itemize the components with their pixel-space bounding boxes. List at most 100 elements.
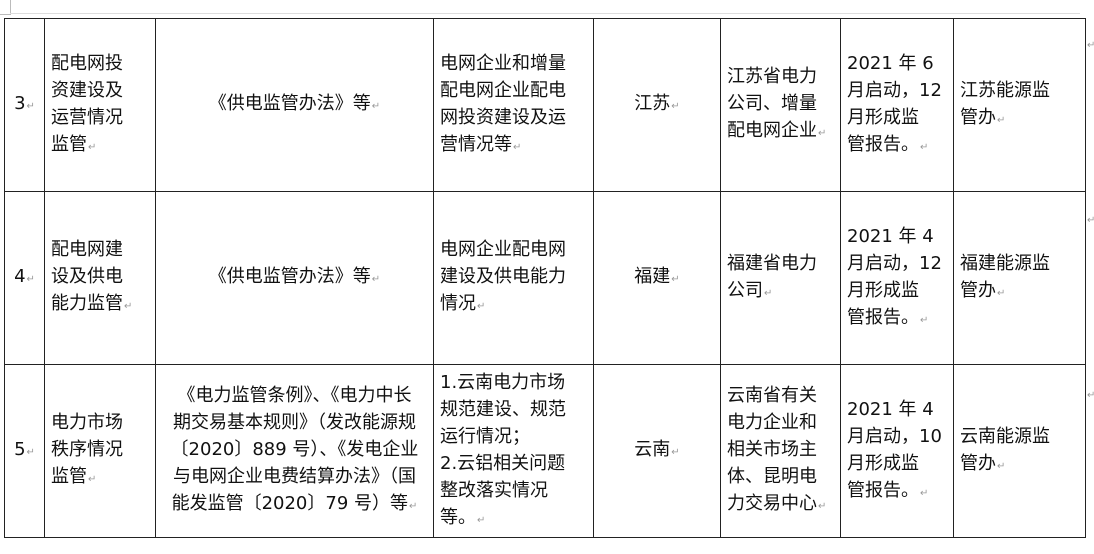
cell-text: 月形成监 xyxy=(847,279,919,301)
supervision-table: 3↵ 配电网投 资建设及 运营情况 监管↵ 《供电监管办法》等↵ 电网企业和增量 配电网企业配… xyxy=(4,18,1086,538)
cell-text: 云南 xyxy=(634,439,671,460)
cell-text: 江苏 xyxy=(634,93,671,114)
cell-text: 3 xyxy=(14,93,26,114)
paragraph-mark-icon: ↵ xyxy=(997,114,1006,126)
cell-text: 管报告。 xyxy=(847,133,919,155)
cell-text: 情况 xyxy=(440,293,476,314)
paragraph-mark-icon: ↵ xyxy=(997,287,1006,299)
cell-text: 〔2020〕889 号）、《发电企业 xyxy=(170,439,419,460)
cell-time: 2021 年 6 月启动，12 月形成监管报告。↵ xyxy=(840,18,954,192)
table-row: 5↵ 电力市场 秩序情况 监管↵ 《电力监管条例》、《电力中长 期交易基本规则》（发改能源… xyxy=(4,364,1086,538)
cell-text: 电力市场 xyxy=(51,412,123,433)
cell-text: 等。 xyxy=(440,506,476,528)
cell-number: 4↵ xyxy=(4,191,45,365)
cell-text: 《供电监管办法》等 xyxy=(208,93,371,114)
page-corner-mark xyxy=(0,0,11,15)
paragraph-mark-icon: ↵ xyxy=(477,301,486,312)
cell-text: 管办 xyxy=(960,452,996,474)
cell-number: 3↵ xyxy=(4,18,45,192)
cell-text: 月形成监 xyxy=(847,106,919,128)
cell-item: 配电网建 设及供电 能力监管↵ xyxy=(44,191,156,365)
cell-text: 秩序情况 xyxy=(51,439,123,460)
cell-text: 营情况等 xyxy=(440,133,512,155)
paragraph-mark-icon: ↵ xyxy=(88,474,97,485)
cell-text: 5 xyxy=(14,439,26,460)
cell-text: 电网企业配电网 xyxy=(440,239,566,260)
cell-text: 云南能源监 xyxy=(960,425,1050,447)
cell-text: 福建能源监 xyxy=(960,252,1050,274)
cell-org: 江苏能源监管办↵ xyxy=(953,18,1086,192)
paragraph-mark-icon: ↵ xyxy=(88,141,97,153)
cell-text: 月启动，12 xyxy=(847,79,942,101)
cell-text: 电力企业和 xyxy=(727,412,817,433)
cell-target: 福建省电力 公司↵ xyxy=(720,191,841,365)
cell-basis: 《供电监管办法》等↵ xyxy=(155,18,434,192)
paragraph-mark-icon: ↵ xyxy=(477,514,486,526)
page-margin-line xyxy=(10,13,1080,14)
cell-basis: 《电力监管条例》、《电力中长 期交易基本规则》（发改能源规 〔2020〕889 号）… xyxy=(155,364,434,538)
cell-text: 福建省电力 xyxy=(727,252,817,274)
paragraph-mark-icon: ↵ xyxy=(671,101,680,112)
cell-text: 公司、增量 xyxy=(727,93,817,114)
cell-text: 2.云铝相关问题 xyxy=(440,452,566,474)
row-end-mark-icon: ↵ xyxy=(1087,40,1094,51)
cell-text: 福建 xyxy=(634,266,671,287)
cell-text: 能发监管〔2020〕79 号）等 xyxy=(171,493,409,514)
paragraph-mark-icon: ↵ xyxy=(671,274,680,285)
cell-text: 配电网投 xyxy=(51,52,123,74)
cell-text: 运行情况； xyxy=(440,425,530,447)
cell-text: 管办 xyxy=(960,279,996,301)
cell-text: 管报告。 xyxy=(847,479,919,501)
cell-text: 配电网建 xyxy=(51,239,123,260)
cell-target: 江苏省电力 公司、增量 配电网企业↵ xyxy=(720,18,841,192)
paragraph-mark-icon: ↵ xyxy=(371,274,381,285)
cell-text: 网投资建设及运 xyxy=(440,106,566,128)
cell-region: 云南↵ xyxy=(593,364,721,538)
cell-content: 电网企业配电网 建设及供电能力 情况↵ xyxy=(433,191,594,365)
cell-text: 江苏能源监 xyxy=(960,79,1050,101)
cell-text: 力交易中心 xyxy=(727,493,817,514)
cell-text: 2021 年 4 xyxy=(847,398,934,420)
cell-text: 与电网企业电费结算办法》（国 xyxy=(173,466,416,487)
cell-text: 体、昆明电 xyxy=(727,466,817,487)
cell-text: 月启动，12 xyxy=(847,252,942,274)
paragraph-mark-icon: ↵ xyxy=(409,501,418,512)
cell-text: 管办 xyxy=(960,106,996,128)
cell-text: 配电网企业 xyxy=(727,120,817,141)
paragraph-mark-icon: ↵ xyxy=(26,447,35,458)
cell-org: 福建能源监管办↵ xyxy=(953,191,1086,365)
paragraph-mark-icon: ↵ xyxy=(513,141,522,153)
cell-text: 整改落实情况 xyxy=(440,479,548,501)
cell-text: 4 xyxy=(14,266,26,287)
cell-text: 2021 年 6 xyxy=(847,52,934,74)
paragraph-mark-icon: ↵ xyxy=(371,101,381,112)
paragraph-mark-icon: ↵ xyxy=(920,314,929,326)
row-end-mark-icon: ↵ xyxy=(1087,215,1094,226)
table-row: 4↵ 配电网建 设及供电 能力监管↵ 《供电监管办法》等↵ 电网企业配电网 建设及供电能力情… xyxy=(4,191,1086,365)
row-end-mark-icon: ↵ xyxy=(1087,390,1094,401)
cell-org: 云南能源监管办↵ xyxy=(953,364,1086,538)
paragraph-mark-icon: ↵ xyxy=(26,274,35,285)
cell-target: 云南省有关 电力企业和 相关市场主 体、昆明电 力交易中心↵ xyxy=(720,364,841,538)
cell-item: 电力市场秩序情况监管↵ xyxy=(44,364,156,538)
cell-text: 规范建设、规范 xyxy=(440,398,566,420)
cell-text: 云南省有关 xyxy=(727,385,817,406)
cell-text: 公司 xyxy=(727,279,763,301)
cell-text: 建设及供电能力 xyxy=(440,266,566,287)
cell-text: 管报告。 xyxy=(847,306,919,328)
cell-text: 监管 xyxy=(51,466,87,487)
cell-text: 设及供电 xyxy=(51,266,123,287)
paragraph-mark-icon: ↵ xyxy=(26,101,35,112)
paragraph-mark-icon: ↵ xyxy=(920,141,929,153)
cell-text: 《供电监管办法》等 xyxy=(208,266,371,287)
cell-text: 月启动，10 xyxy=(847,425,942,447)
cell-text: 期交易基本规则》（发改能源规 xyxy=(173,412,416,433)
cell-text: 运营情况 xyxy=(51,106,123,128)
paragraph-mark-icon: ↵ xyxy=(920,487,929,499)
paragraph-mark-icon: ↵ xyxy=(997,460,1006,472)
paragraph-mark-icon: ↵ xyxy=(671,447,680,458)
paragraph-mark-icon: ↵ xyxy=(124,301,133,312)
cell-text: 《电力监管条例》、《电力中长 xyxy=(177,385,412,406)
cell-time: 2021 年 4 月启动，12 月形成监 管报告。↵ xyxy=(840,191,954,365)
cell-text: 1.云南电力市场 xyxy=(440,371,566,393)
